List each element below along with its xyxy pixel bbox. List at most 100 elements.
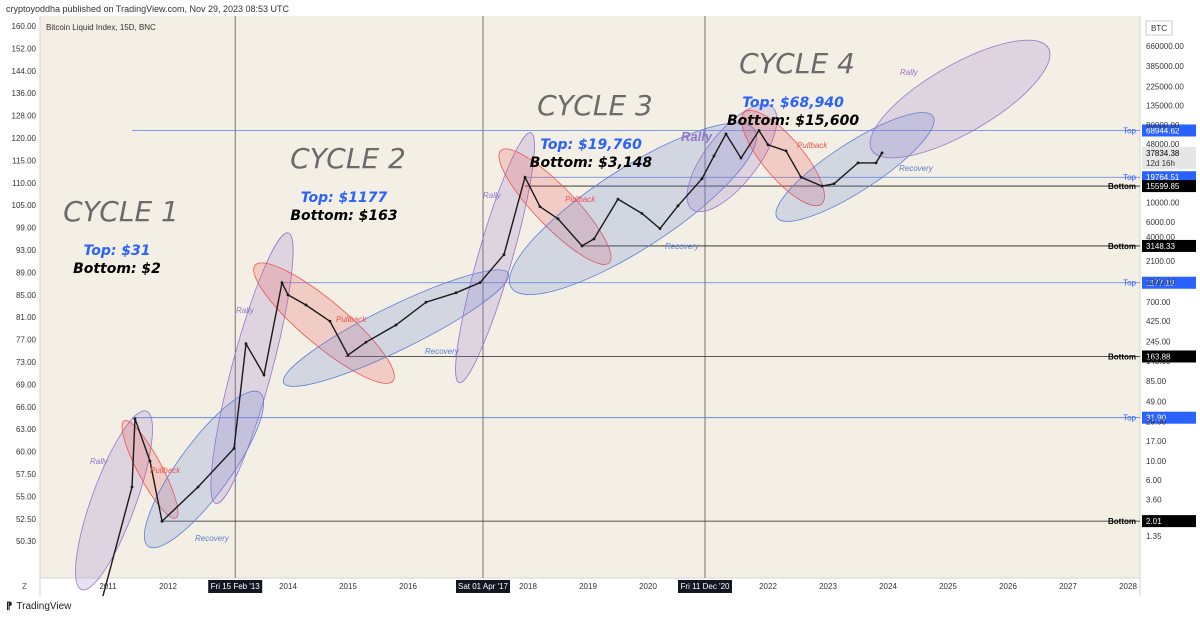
- price-point: [160, 519, 164, 523]
- phase-labels: Rally Pullback Recovery Rally Pullback Recove…: [90, 68, 934, 543]
- pullback-ellipse: [253, 262, 395, 384]
- currency-label: BTC: [1151, 24, 1167, 33]
- rally-ellipse: [455, 132, 535, 384]
- price-point: [856, 161, 860, 165]
- x-axis-tick: 2028: [1119, 582, 1137, 591]
- level-label: Top: [1123, 279, 1136, 288]
- left-axis-tick: 52.50: [16, 515, 37, 524]
- cycle-annotations: CYCLE 1 Top: $31 Bottom: $2 CYCLE 2 Top: $11…: [63, 47, 859, 277]
- pullback-ellipse: [498, 148, 612, 265]
- level-price-tag: [1142, 411, 1196, 424]
- publish-info: cryptoyoddha published on TradingView.co…: [6, 4, 290, 14]
- x-axis-tick: 2020: [639, 582, 657, 591]
- left-axis: 160.00 152.00 144.00 136.00 128.00 120.00 115.…: [12, 22, 37, 546]
- level-price-text: 2.01: [1146, 517, 1162, 526]
- level-price-tag: [1142, 124, 1196, 137]
- last-price-text: 37834.38: [1146, 149, 1180, 158]
- price-point: [757, 129, 761, 132]
- right-axis-tick: 85.00: [1146, 377, 1167, 386]
- rally-ellipse: [210, 232, 294, 504]
- right-axis-tick: 425.00: [1146, 317, 1171, 326]
- left-axis-tick: 136.00: [12, 89, 37, 98]
- price-point: [880, 151, 884, 155]
- price-point: [130, 485, 134, 489]
- right-axis-tick: 2100.00: [1146, 257, 1175, 266]
- price-point: [286, 293, 290, 297]
- price-point: [196, 485, 200, 489]
- price-series: [102, 129, 884, 596]
- right-axis-tick: 10000.00: [1146, 199, 1180, 208]
- price-point: [784, 149, 788, 153]
- right-axis-tick: 225000.00: [1146, 82, 1184, 91]
- level-price-text: 15599.85: [1146, 182, 1180, 191]
- price-point: [280, 281, 284, 285]
- recovery-label: Recovery: [195, 534, 230, 543]
- right-axis-tick: 6.00: [1146, 476, 1162, 485]
- cycle-bottom: Bottom: $163: [290, 208, 397, 224]
- price-chart[interactable]: Top 68944.62 Top 19764.51 Bottom 15599.85 Bott…: [0, 16, 1200, 596]
- level-label: Top: [1123, 414, 1136, 423]
- left-axis-tick: 160.00: [12, 22, 37, 31]
- level-price-text: 19764.51: [1146, 173, 1180, 182]
- left-axis-tick: 120.00: [12, 134, 37, 143]
- price-line: [102, 129, 883, 596]
- x-axis-tick: 2012: [159, 582, 177, 591]
- price-point: [346, 353, 350, 357]
- level-price-text: 31.90: [1146, 414, 1167, 423]
- left-axis-tick: 77.00: [16, 336, 37, 345]
- rally-label: Rally: [900, 68, 919, 77]
- last-price-tag: [1142, 146, 1196, 169]
- chart-title: Bitcoin Liquid Index, 15D, BNC: [46, 23, 156, 32]
- level-price-tag: [1142, 180, 1196, 193]
- right-axis-tick: 10.00: [1146, 457, 1167, 466]
- price-point: [232, 447, 236, 450]
- left-axis-tick: 81.00: [16, 313, 37, 322]
- cycle-top: Top: $19,760: [540, 137, 642, 153]
- right-axis-tick: 700.00: [1146, 298, 1171, 307]
- axis-zoom-button[interactable]: Z: [22, 582, 27, 591]
- cycle-divider-lines: [234, 16, 706, 578]
- currency-box[interactable]: [1145, 20, 1173, 36]
- x-axis-tick: 2023: [819, 582, 837, 591]
- price-point: [832, 182, 836, 186]
- x-highlight-label: Fri 11 Dec '20: [681, 582, 731, 591]
- level-price-text: 68944.62: [1146, 126, 1180, 135]
- price-point: [364, 340, 368, 344]
- pullback-ellipse: [121, 420, 179, 519]
- cycle-top: Top: $68,940: [742, 95, 844, 111]
- price-point: [874, 161, 878, 165]
- rally-label: Rally: [681, 129, 713, 144]
- left-axis-tick: 89.00: [16, 268, 37, 277]
- x-highlight-label: Sat 01 Apr '17: [458, 582, 509, 591]
- pullback-label: Pullback: [797, 141, 828, 150]
- right-axis: 660000.00 385000.00 225000.00 135000.00 8000…: [1146, 42, 1184, 541]
- price-point: [658, 227, 662, 231]
- right-axis-tick: 1.35: [1146, 532, 1162, 541]
- level-label: Top: [1123, 173, 1136, 182]
- recovery-ellipse: [143, 390, 265, 549]
- x-axis-tick: 2026: [999, 582, 1017, 591]
- left-axis-tick: 85.00: [16, 291, 37, 300]
- price-point: [580, 244, 584, 248]
- left-axis-tick: 93.00: [16, 246, 37, 255]
- price-point: [394, 323, 398, 327]
- right-axis-tick: 49.00: [1146, 398, 1167, 407]
- price-point: [766, 143, 770, 147]
- recovery-label: Recovery: [899, 164, 934, 173]
- left-axis-tick: 144.00: [12, 67, 37, 76]
- left-axis-tick: 110.00: [12, 179, 36, 188]
- right-axis-tick: 80000.00: [1146, 121, 1180, 130]
- x-axis-tick: 2025: [939, 582, 957, 591]
- level-label: Bottom: [1108, 182, 1136, 191]
- x-axis-tick: 2024: [879, 582, 897, 591]
- price-point: [556, 217, 560, 221]
- x-axis-tick: 2015: [339, 582, 357, 591]
- left-axis-tick: 128.00: [12, 112, 37, 121]
- recovery-label: Recovery: [665, 242, 700, 251]
- right-axis-tick: 17.00: [1146, 437, 1167, 446]
- price-point: [799, 175, 803, 179]
- level-price-text: 1177.19: [1146, 279, 1175, 288]
- right-axis-tick: 48000.00: [1146, 140, 1180, 149]
- level-label: Bottom: [1108, 352, 1136, 361]
- price-point: [700, 177, 704, 181]
